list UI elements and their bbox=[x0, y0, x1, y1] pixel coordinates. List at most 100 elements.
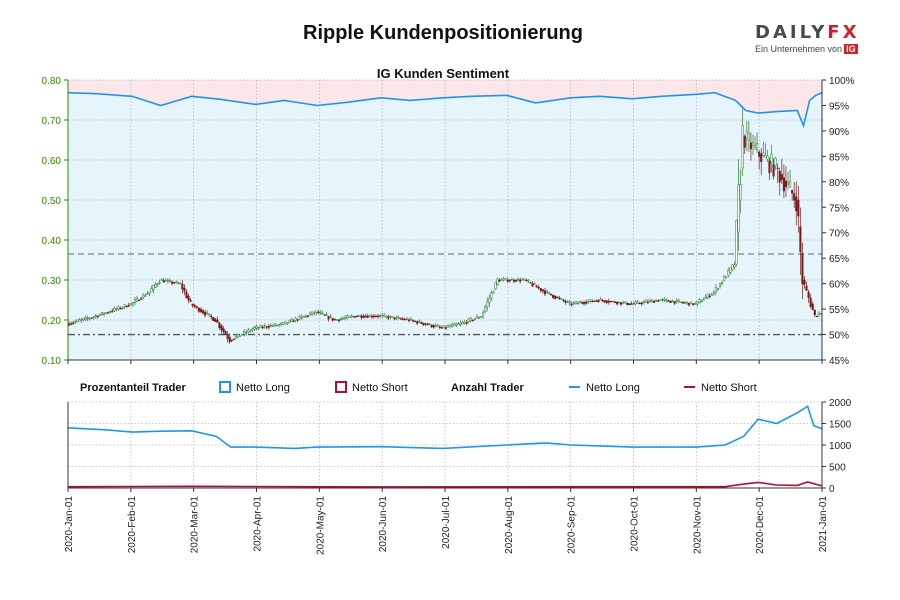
candle-132 bbox=[339, 316, 343, 322]
candle-103 bbox=[280, 322, 283, 327]
candle-160 bbox=[397, 315, 400, 319]
candle-264 bbox=[611, 300, 614, 303]
candle-118 bbox=[311, 311, 314, 317]
candle-59 bbox=[189, 297, 192, 303]
price-tick-label-0: 0.10 bbox=[42, 356, 62, 367]
candle-317 bbox=[721, 280, 724, 286]
x-date-label-1: 2020-Feb-01 bbox=[127, 496, 138, 554]
candle-259 bbox=[601, 298, 604, 303]
candle-199 bbox=[477, 315, 481, 319]
candle-143 bbox=[362, 314, 365, 319]
candle-246 bbox=[574, 301, 577, 305]
candle-179 bbox=[436, 323, 439, 327]
candle-159 bbox=[395, 315, 398, 321]
candle-167 bbox=[412, 318, 415, 323]
candle-333 bbox=[754, 136, 757, 151]
candle-284 bbox=[653, 299, 656, 303]
candle-93 bbox=[259, 324, 262, 328]
x-date-label-0: 2020-Jan-01 bbox=[64, 496, 75, 553]
candle-161 bbox=[399, 317, 402, 320]
candle-6 bbox=[80, 318, 83, 324]
candle-185 bbox=[449, 324, 452, 328]
price-tick-label-7: 0.80 bbox=[42, 76, 62, 87]
candle-53 bbox=[177, 281, 180, 285]
candle-329 bbox=[745, 120, 748, 152]
candle-337 bbox=[762, 141, 765, 158]
candle-299 bbox=[683, 300, 687, 304]
candle-155 bbox=[387, 314, 390, 321]
main-chart-axes: 0.10 0.20 0.30 0.40 0.50 0.60 0.70 0.80 45% 50% 55… bbox=[42, 76, 855, 367]
candle-34 bbox=[138, 299, 141, 302]
candle-26 bbox=[121, 306, 124, 310]
candle-62 bbox=[195, 305, 198, 310]
candle-68 bbox=[208, 313, 211, 317]
candle-63 bbox=[197, 307, 200, 314]
candle-289 bbox=[663, 297, 666, 303]
candle-211 bbox=[502, 276, 505, 282]
candle-33 bbox=[135, 295, 139, 303]
legend-count-short: Netto Short bbox=[701, 382, 757, 394]
candle-353 bbox=[795, 181, 798, 226]
x-date-label-3: 2020-Apr-01 bbox=[253, 496, 264, 552]
candle-85 bbox=[243, 329, 246, 337]
candle-362 bbox=[813, 309, 816, 318]
candle-188 bbox=[455, 322, 458, 327]
candle-156 bbox=[389, 315, 392, 320]
candle-158 bbox=[393, 317, 396, 321]
candle-87 bbox=[247, 327, 250, 334]
candle-209 bbox=[498, 278, 501, 282]
candle-361 bbox=[811, 301, 814, 311]
candle-350 bbox=[789, 169, 792, 188]
pct-tick-label-1: 50% bbox=[829, 331, 849, 342]
candle-207 bbox=[494, 281, 497, 291]
candle-3 bbox=[74, 319, 77, 324]
candle-27 bbox=[123, 304, 126, 310]
candle-180 bbox=[438, 325, 441, 330]
candle-182 bbox=[442, 325, 446, 329]
candle-151 bbox=[379, 314, 382, 319]
candle-133 bbox=[341, 316, 345, 320]
legend-count-label: Anzahl Trader bbox=[451, 382, 524, 394]
candle-67 bbox=[206, 310, 209, 316]
candle-130 bbox=[335, 319, 338, 321]
pct-tick-label-8: 85% bbox=[829, 152, 849, 163]
candle-2 bbox=[72, 320, 75, 325]
candle-364 bbox=[817, 310, 820, 318]
candle-208 bbox=[496, 277, 499, 286]
candle-57 bbox=[185, 289, 188, 299]
candle-351 bbox=[791, 189, 794, 201]
candle-139 bbox=[354, 316, 357, 318]
candle-248 bbox=[578, 300, 581, 304]
candle-263 bbox=[609, 300, 612, 303]
candle-168 bbox=[414, 320, 417, 323]
logo-subline: Ein Unternehmen von IG bbox=[755, 44, 858, 54]
candle-274 bbox=[632, 302, 635, 305]
candle-127 bbox=[329, 314, 332, 319]
candle-241 bbox=[564, 299, 567, 305]
candle-193 bbox=[465, 319, 468, 326]
candle-286 bbox=[657, 299, 660, 302]
candle-253 bbox=[589, 299, 592, 304]
candle-234 bbox=[550, 293, 553, 296]
candle-61 bbox=[193, 303, 196, 309]
candle-304 bbox=[694, 301, 697, 305]
price-tick-label-6: 0.70 bbox=[42, 116, 62, 127]
candle-105 bbox=[284, 321, 287, 325]
candle-42 bbox=[154, 282, 157, 289]
candle-288 bbox=[661, 297, 664, 303]
candle-5 bbox=[78, 317, 81, 322]
candle-90 bbox=[253, 325, 256, 332]
candle-122 bbox=[319, 310, 322, 315]
candle-162 bbox=[401, 316, 404, 321]
candle-166 bbox=[409, 317, 413, 321]
x-axis-date-labels: 2020-Jan-01 2020-Feb-01 2020-Mar-01 2020-Ap… bbox=[64, 488, 829, 555]
candle-38 bbox=[146, 291, 149, 296]
pct-tick-label-5: 70% bbox=[829, 229, 849, 240]
candle-37 bbox=[144, 293, 147, 297]
candle-125 bbox=[325, 311, 328, 316]
candle-17 bbox=[103, 311, 106, 317]
candle-111 bbox=[296, 318, 299, 323]
candle-30 bbox=[129, 303, 132, 306]
price-candles bbox=[67, 105, 823, 344]
